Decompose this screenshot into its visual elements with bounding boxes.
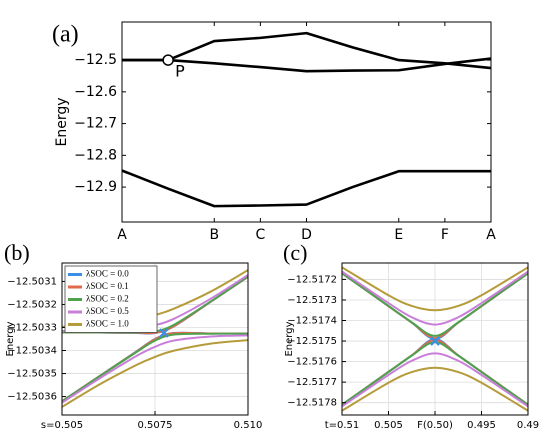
y-tick-label: −12.5178	[287, 398, 337, 409]
x-tick-label: 0.495	[467, 420, 496, 431]
y-tick-label: −12.5172	[287, 274, 337, 285]
point-marker	[159, 328, 169, 338]
y-tick-label: −12.5036	[7, 392, 57, 403]
x-tick-label: C	[255, 227, 265, 243]
x-tick-label: E	[394, 227, 403, 243]
x-tick-label: B	[209, 227, 219, 243]
series-line	[122, 57, 491, 73]
panel-title: (c)	[283, 240, 307, 265]
legend-label: λSOC = 0.0	[86, 269, 129, 279]
y-tick-label: −12.5174	[287, 316, 337, 327]
y-axis-label: Energy	[284, 321, 295, 356]
panel: s=0.505 0.5075 0.510 −12.5031 −12.5032 −12.50…	[4, 240, 262, 431]
legend-label: λSOC = 0.1	[86, 281, 129, 291]
y-tick-label: −12.5033	[7, 322, 57, 333]
x-tick-label: 0.5075	[138, 420, 173, 431]
x-tick-label: 0.510	[234, 420, 263, 431]
x-tick-label: F(0.50)	[417, 420, 453, 431]
plot-area	[122, 31, 491, 208]
series-line	[342, 352, 528, 408]
x-tick-label: A	[486, 227, 496, 243]
y-tick-label: −12.5035	[7, 369, 57, 380]
y-tick-label: −12.7	[74, 116, 117, 132]
y-axis-label: Energy	[54, 97, 70, 146]
y-axis-label: Energy	[5, 321, 16, 356]
series-line	[342, 272, 528, 337]
x-tick-label: F	[441, 227, 449, 243]
series-line	[122, 31, 491, 70]
series-line	[342, 266, 528, 312]
y-tick-label: −12.5173	[287, 295, 337, 306]
y-tick-label: −12.6	[74, 84, 117, 100]
panel: A B C D E F A −12.5 −12.6 −12.7 −12.8 −12.9 (a) Energ…	[52, 21, 496, 243]
series-line	[342, 366, 528, 412]
legend: λSOC = 0.0 λSOC = 0.1 λSOC = 0.2 λSOC = 0.5…	[64, 265, 158, 333]
point-marker	[162, 54, 174, 66]
panel-title: (b)	[4, 240, 30, 265]
x-tick-label: 0.505	[374, 420, 403, 431]
x-tick-label: 0.49	[517, 420, 539, 431]
y-tick-label: −12.5177	[287, 377, 337, 388]
point-label: P	[175, 62, 185, 81]
y-tick-label: −12.5032	[7, 299, 57, 310]
x-tick-label: A	[117, 227, 127, 243]
y-tick-label: −12.5034	[7, 346, 57, 357]
series-line	[62, 332, 248, 403]
y-tick-label: −12.5175	[287, 336, 337, 347]
legend-label: λSOC = 0.5	[86, 306, 129, 316]
y-tick-label: −12.8	[74, 147, 117, 163]
y-tick-label: −12.5	[74, 52, 117, 68]
x-tick-label: t=0.51	[325, 420, 360, 431]
y-tick-label: −12.9	[74, 179, 117, 195]
panel-title: (a)	[52, 22, 79, 48]
point-marker	[430, 336, 440, 346]
series-line	[62, 334, 248, 404]
x-tick-label: D	[301, 227, 312, 243]
panel: t=0.51 0.505 F(0.50) 0.495 0.49 −12.5172 −12.5…	[283, 240, 539, 431]
x-tick-label: s=0.505	[41, 420, 83, 431]
series-line	[342, 270, 528, 326]
series-line	[122, 169, 491, 208]
legend-label: λSOC = 1.0	[86, 319, 129, 329]
y-tick-label: −12.5176	[287, 357, 337, 368]
y-tick-label: −12.5031	[7, 276, 57, 287]
legend-label: λSOC = 0.2	[86, 294, 129, 304]
series-line	[62, 339, 248, 408]
